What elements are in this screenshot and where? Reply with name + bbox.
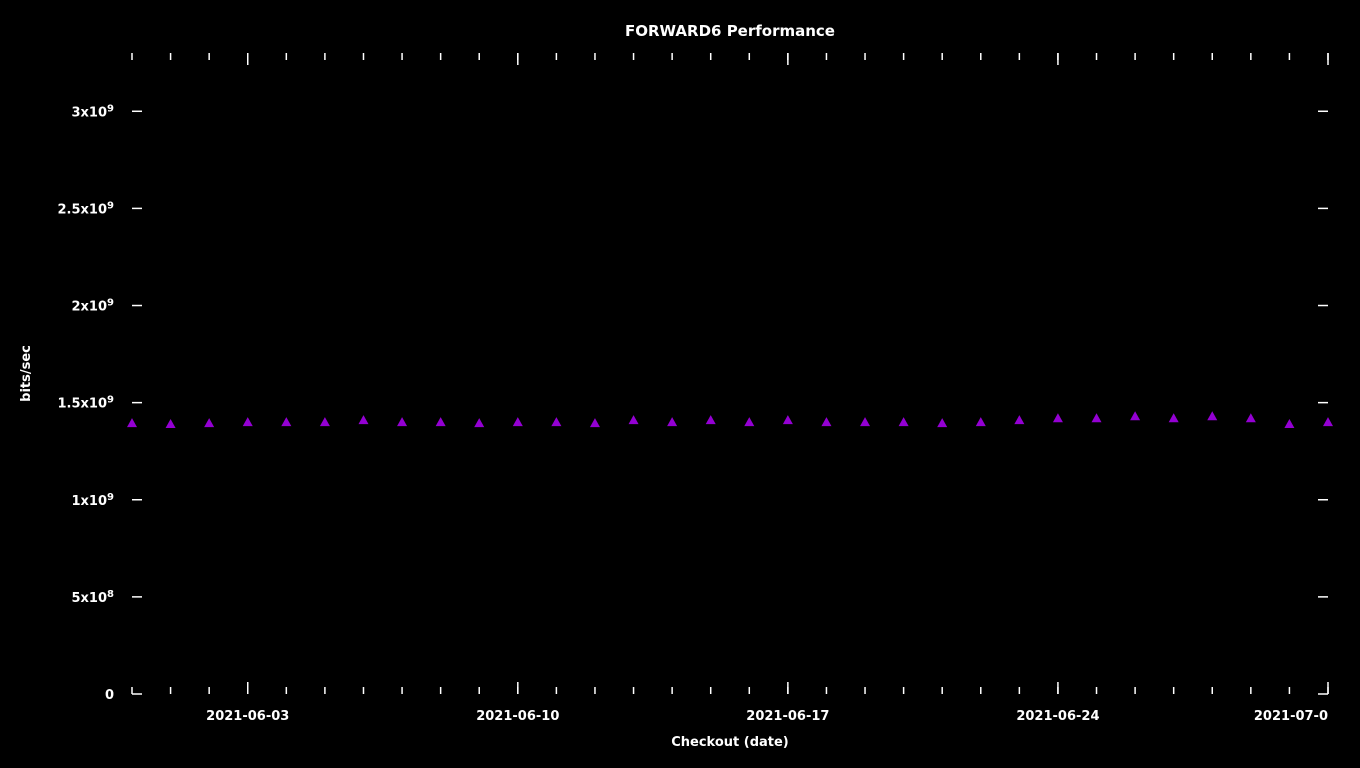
chart-title: FORWARD6 Performance — [625, 22, 835, 40]
x-tick-label: 2021-07-0 — [1254, 709, 1328, 724]
y-tick-label: 2.5x109 — [58, 200, 115, 218]
x-tick-label: 2021-06-03 — [206, 709, 289, 724]
x-tick-label: 2021-06-17 — [746, 709, 829, 724]
y-tick-label: 0 — [105, 688, 114, 703]
performance-chart: FORWARD6 Performance05x1081x1091.5x1092x… — [0, 0, 1360, 768]
x-axis-label: Checkout (date) — [671, 735, 789, 750]
y-axis-label: bits/sec — [19, 345, 34, 402]
x-tick-label: 2021-06-10 — [476, 709, 559, 724]
y-tick-label: 1.5x109 — [58, 394, 115, 412]
x-tick-label: 2021-06-24 — [1016, 709, 1099, 724]
